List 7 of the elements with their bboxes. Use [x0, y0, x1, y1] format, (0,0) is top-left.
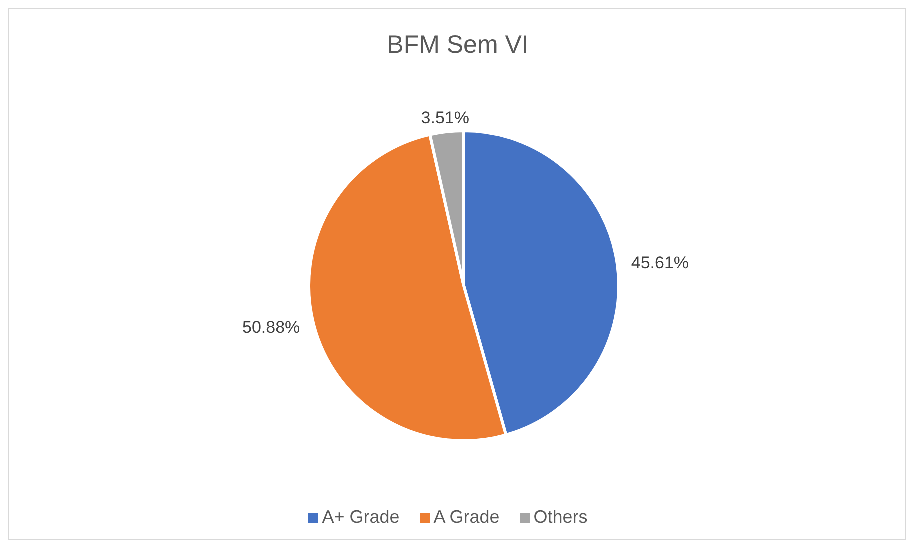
data-label: 50.88%: [242, 318, 300, 338]
data-label: 3.51%: [421, 108, 470, 128]
legend-label: A Grade: [434, 507, 500, 527]
chart-title: BFM Sem VI: [387, 31, 529, 59]
legend-label: Others: [534, 507, 588, 527]
data-label: 45.61%: [631, 253, 690, 272]
legend-label: A+ Grade: [322, 507, 400, 527]
